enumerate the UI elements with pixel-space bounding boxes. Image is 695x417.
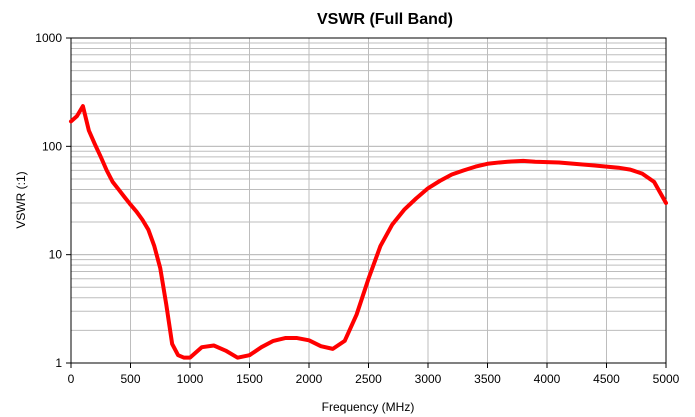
x-tick-label: 2500 xyxy=(355,372,382,386)
y-axis-label: VSWR (:1) xyxy=(14,171,28,228)
x-axis-ticks: 0 500 1000 1500 2000 2500 3000 3500 4000 4500 5000 xyxy=(68,363,680,386)
x-tick-label: 0 xyxy=(68,372,75,386)
vswr-series-line xyxy=(69,104,668,360)
x-tick-label: 500 xyxy=(120,372,140,386)
x-tick-label: 1500 xyxy=(236,372,263,386)
x-tick-label: 3000 xyxy=(415,372,442,386)
x-tick-label: 5000 xyxy=(653,372,680,386)
y-tick-label: 1000 xyxy=(35,31,62,45)
y-axis-ticks: 1 10 100 1000 xyxy=(35,31,71,370)
y-tick-label: 1 xyxy=(55,356,62,370)
chart-title: VSWR (Full Band) xyxy=(317,11,453,28)
x-tick-label: 2000 xyxy=(296,372,323,386)
x-tick-label: 4000 xyxy=(534,372,561,386)
data-series-layer xyxy=(69,104,668,360)
x-tick-label: 3500 xyxy=(474,372,501,386)
x-tick-label: 1000 xyxy=(177,372,204,386)
y-tick-label: 100 xyxy=(42,139,62,153)
y-tick-label: 10 xyxy=(49,248,63,262)
x-tick-label: 4500 xyxy=(593,372,620,386)
x-axis-label: Frequency (MHz) xyxy=(322,400,415,414)
